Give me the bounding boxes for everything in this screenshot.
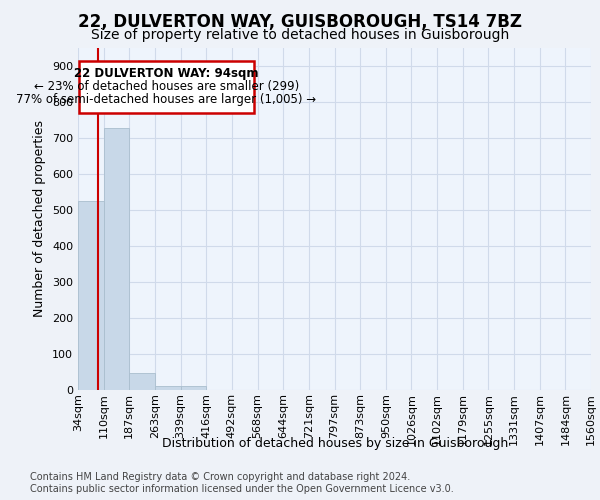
Text: ← 23% of detached houses are smaller (299): ← 23% of detached houses are smaller (29… <box>34 80 299 93</box>
Text: 22, DULVERTON WAY, GUISBOROUGH, TS14 7BZ: 22, DULVERTON WAY, GUISBOROUGH, TS14 7BZ <box>78 12 522 30</box>
FancyBboxPatch shape <box>79 61 254 114</box>
Text: 77% of semi-detached houses are larger (1,005) →: 77% of semi-detached houses are larger (… <box>16 93 317 106</box>
Bar <box>155 386 181 390</box>
Bar <box>104 128 130 390</box>
Text: Distribution of detached houses by size in Guisborough: Distribution of detached houses by size … <box>161 438 508 450</box>
Text: Contains public sector information licensed under the Open Government Licence v3: Contains public sector information licen… <box>30 484 454 494</box>
Bar <box>181 386 206 390</box>
Y-axis label: Number of detached properties: Number of detached properties <box>34 120 46 318</box>
Text: Contains HM Land Registry data © Crown copyright and database right 2024.: Contains HM Land Registry data © Crown c… <box>30 472 410 482</box>
Text: Size of property relative to detached houses in Guisborough: Size of property relative to detached ho… <box>91 28 509 42</box>
Text: 22 DULVERTON WAY: 94sqm: 22 DULVERTON WAY: 94sqm <box>74 66 259 80</box>
Bar <box>130 373 155 390</box>
Bar <box>78 200 104 390</box>
